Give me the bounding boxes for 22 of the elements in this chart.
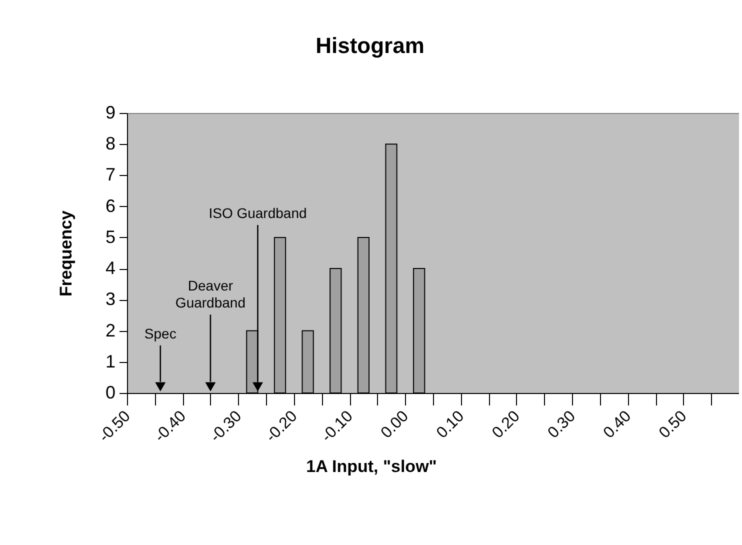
x-tick-label: 0.10: [434, 408, 468, 442]
y-tick-label: 9: [105, 102, 116, 122]
x-tick-label: 0.00: [378, 408, 412, 442]
y-tick-label: 3: [105, 289, 116, 310]
x-tick-label: 0.50: [656, 408, 690, 442]
y-tick-label: 0: [105, 382, 116, 402]
x-tick-label: 0.30: [544, 408, 580, 442]
ref-line-label: Spec: [144, 325, 176, 342]
y-tick-label: 4: [105, 258, 116, 278]
y-tick-label: 6: [105, 196, 116, 216]
x-tick-label: 0.40: [600, 408, 635, 442]
x-axis-title: 1A Input, "slow": [306, 456, 437, 476]
y-axis-title: Frequency: [56, 210, 76, 296]
y-tick-label: 8: [105, 134, 116, 154]
ref-line-label: ISO Guardband: [208, 205, 307, 221]
y-tick-label: 7: [105, 164, 116, 185]
ref-line-label: Deaver Guardband: [175, 278, 246, 311]
y-tick-label: 2: [105, 320, 116, 340]
x-tick-label: 0.20: [489, 408, 524, 442]
y-tick-label: 5: [105, 226, 116, 247]
y-tick-label: 1: [105, 351, 116, 372]
chart-title: Histogram: [316, 33, 424, 58]
